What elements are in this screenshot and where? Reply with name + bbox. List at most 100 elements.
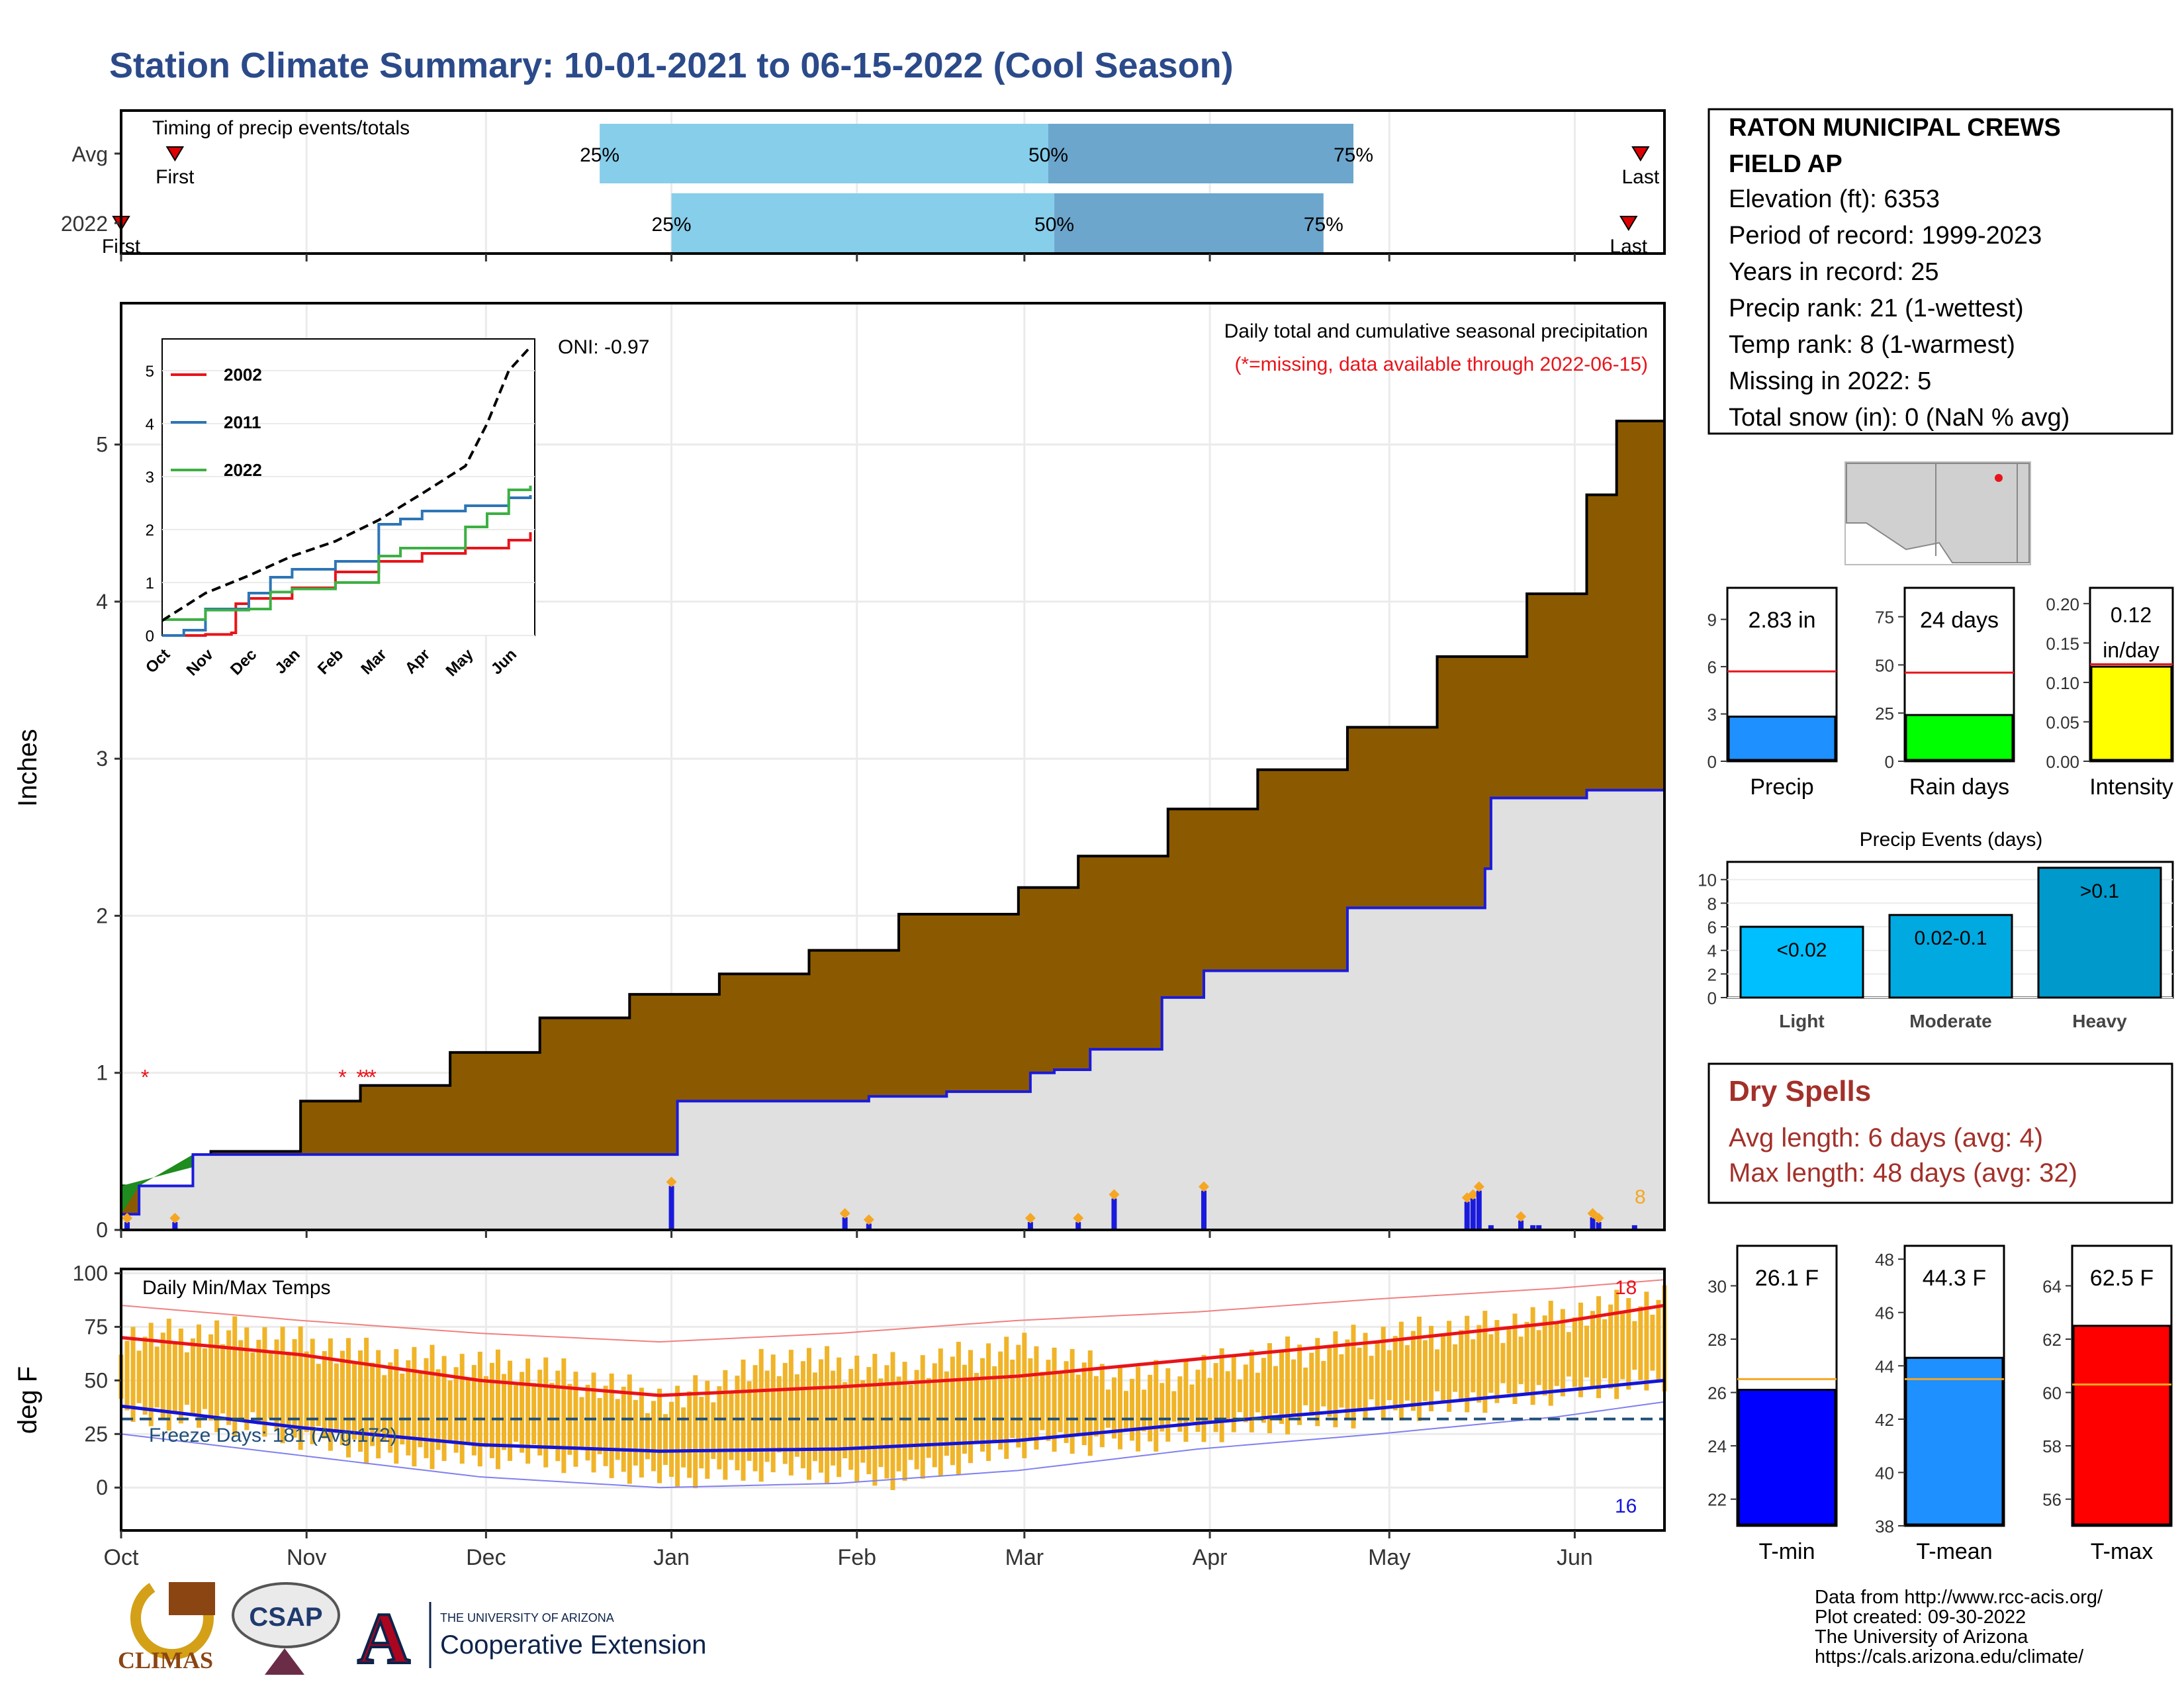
precip-events-category: Light	[1779, 1011, 1824, 1031]
station-location-dot	[1995, 474, 2003, 482]
daily-temp-bar	[1016, 1344, 1021, 1448]
daily-temp-bar	[292, 1338, 297, 1438]
missing-day-marker: *	[362, 1066, 370, 1090]
timing-label-75: 75%	[1304, 214, 1343, 236]
daily-temp-bar	[699, 1397, 704, 1469]
temp-xtick-label: Nov	[287, 1545, 326, 1570]
daily-temp-bar	[543, 1357, 549, 1468]
daily-precip-marker	[1587, 1208, 1598, 1219]
daily-temp-bar	[825, 1346, 830, 1485]
rain_days-ytick-label: 25	[1875, 704, 1894, 724]
daily-temp-bar	[1590, 1311, 1596, 1388]
tmean-value-label: 44.3 F	[1923, 1266, 1986, 1291]
inset-panel	[161, 338, 535, 636]
daily-temp-bar	[986, 1343, 991, 1462]
daily-temp-bar	[669, 1401, 674, 1477]
daily-temp-bar	[938, 1348, 943, 1477]
daily-temp-bar	[770, 1354, 776, 1473]
tmin-value-label: 26.1 F	[1755, 1266, 1819, 1291]
daily-temp-bar	[932, 1363, 937, 1468]
daily-temp-bar	[316, 1364, 321, 1427]
daily-temp-bar	[1046, 1360, 1051, 1441]
avg-tmin-line	[120, 1378, 1665, 1453]
daily-temp-bar	[609, 1373, 614, 1478]
daily-temp-bar	[1447, 1321, 1452, 1412]
credit-line: Plot created: 09-30-2022	[1815, 1607, 2026, 1628]
daily-temp-bar	[197, 1324, 202, 1428]
intensity-ytick-label: 0.10	[2046, 673, 2079, 693]
tmin-value-bar	[1737, 1389, 1837, 1526]
daily-precip-bar	[1590, 1217, 1596, 1230]
inset-legend-label: 2011	[224, 412, 261, 432]
daily-temp-bar	[262, 1327, 267, 1437]
daily-temp-bar	[717, 1386, 722, 1470]
daily-temp-bar	[1488, 1334, 1494, 1393]
daily-temp-bar	[723, 1370, 728, 1480]
daily-temp-bar	[238, 1340, 244, 1418]
daily-temp-bar	[800, 1361, 805, 1469]
tmin-ytick-label: 26	[1707, 1383, 1727, 1403]
daily-temp-bar	[520, 1372, 525, 1453]
daily-temp-bar	[1441, 1335, 1446, 1402]
daily-precip-bar	[1488, 1225, 1494, 1230]
station-info-line: Missing in 2022: 5	[1729, 367, 1931, 395]
timing-label-25: 25%	[652, 214, 692, 236]
temp-xtick-label: Oct	[104, 1545, 139, 1570]
daily-temp-bar	[1459, 1330, 1464, 1403]
daily-temp-bar	[459, 1354, 465, 1464]
observed-cumulative-line	[121, 785, 1666, 1216]
temp-title: Daily Min/Max Temps	[142, 1277, 331, 1299]
csap-wordmark: CSAP	[249, 1603, 322, 1632]
daily-temp-bar	[1632, 1321, 1637, 1370]
daily-temp-bar	[1034, 1346, 1039, 1450]
daily-temp-bar	[1614, 1289, 1619, 1399]
daily-temp-bar	[298, 1326, 303, 1450]
freeze-days-label: Freeze Days: 181 (Avg:172)	[149, 1425, 397, 1446]
daily-temp-bar	[1422, 1340, 1428, 1401]
daily-temp-bar	[1554, 1323, 1559, 1386]
precip-ylabel: Inches	[13, 729, 42, 807]
daily-temp-bar	[430, 1344, 435, 1470]
temp-xtick-label: Apr	[1193, 1545, 1228, 1570]
daily-temp-bar	[854, 1355, 860, 1481]
daily-temp-bar	[1656, 1299, 1661, 1382]
precip-events-bar	[1739, 925, 1864, 999]
daily-temp-bar	[621, 1386, 626, 1472]
daily-temp-bar	[514, 1385, 519, 1442]
intensity-unit-label: in/day	[2103, 638, 2159, 662]
precip-events-bar	[1888, 914, 2013, 999]
daily-temp-bar	[627, 1374, 632, 1484]
precip-ytick-label: 2	[96, 904, 108, 927]
daily-temp-bar	[639, 1387, 644, 1477]
daily-temp-bar	[1596, 1296, 1602, 1399]
precip-ytick-label: 0	[96, 1218, 108, 1242]
daily-temp-bar	[1339, 1354, 1344, 1408]
credit-line: The University of Arizona	[1815, 1626, 2028, 1648]
daily-temp-bar	[776, 1376, 782, 1453]
daily-temp-bar	[1022, 1333, 1027, 1458]
daily-temp-bar	[950, 1356, 955, 1466]
temp-xtick-label: Mar	[1005, 1545, 1044, 1570]
daily-temp-bar	[1064, 1361, 1069, 1443]
temp-panel-border	[120, 1268, 1666, 1532]
precip-events-category: Heavy	[2072, 1011, 2127, 1031]
daily-temp-bar	[920, 1355, 925, 1479]
inset-series-line	[162, 485, 532, 621]
daily-temp-bar	[1136, 1366, 1141, 1452]
daily-temp-bar	[477, 1351, 482, 1467]
daily-temp-bar	[136, 1350, 142, 1403]
daily-temp-bar	[310, 1338, 315, 1444]
tmax-ytick-label: 62	[2042, 1330, 2062, 1350]
daily-temp-bar	[1375, 1340, 1380, 1410]
daily-precip-bar	[1518, 1220, 1524, 1230]
intensity-ytick-label: 0.00	[2046, 752, 2079, 772]
inset-ytick-label: 4	[146, 416, 154, 434]
temp-xtick-label: Jan	[653, 1545, 690, 1570]
daily-temp-bar	[1620, 1313, 1625, 1380]
temp-ylabel: deg F	[13, 1366, 42, 1434]
daily-temp-bar	[268, 1352, 273, 1419]
page-title: Station Climate Summary: 10-01-2021 to 0…	[109, 46, 1234, 85]
dry-spells-max: Max length: 48 days (avg: 32)	[1729, 1158, 2077, 1188]
daily-temp-bar	[555, 1370, 561, 1462]
daily-temp-bar	[693, 1375, 698, 1489]
